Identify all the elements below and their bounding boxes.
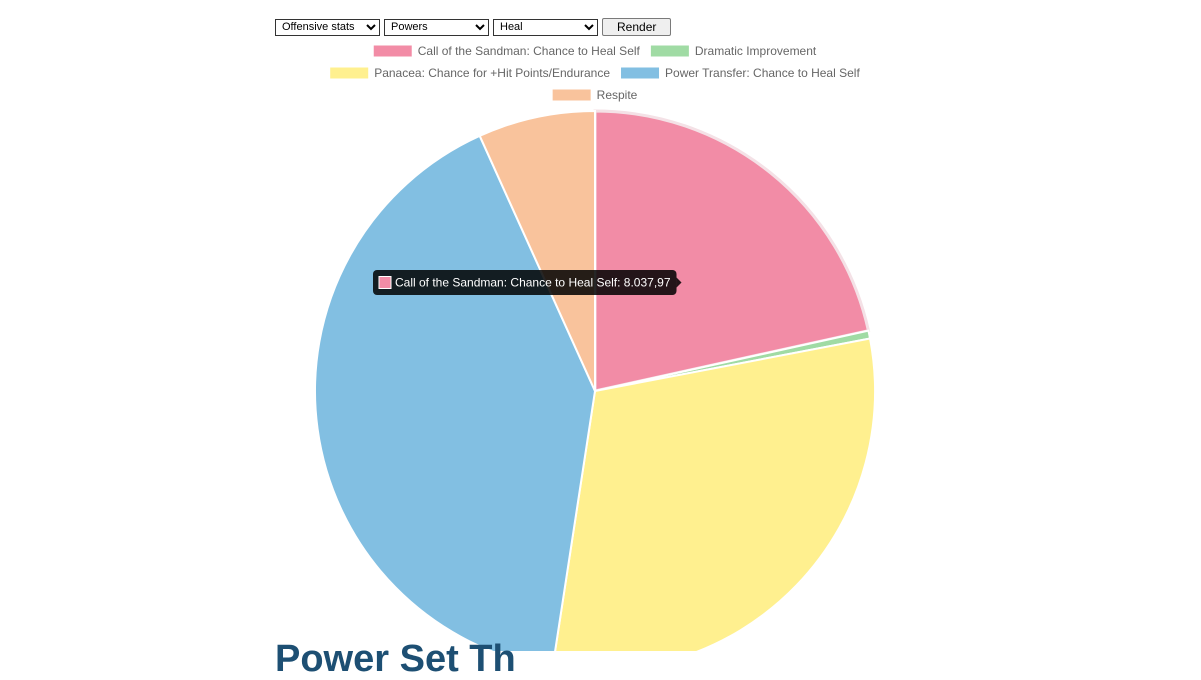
legend-item[interactable]: Panacea: Chance for +Hit Points/Enduranc… <box>330 66 610 80</box>
pie-slice[interactable] <box>314 134 597 651</box>
legend-label: Dramatic Improvement <box>695 44 817 58</box>
chart-tooltip: Call of the Sandman: Chance to Heal Self… <box>373 270 682 295</box>
tooltip-box <box>373 270 677 295</box>
legend-swatch <box>373 45 412 57</box>
pie-slices <box>314 109 876 651</box>
pie-slice[interactable] <box>593 109 871 393</box>
legend-swatch <box>552 89 591 101</box>
pie-slice[interactable] <box>553 337 876 651</box>
legend-swatch <box>621 67 660 79</box>
render-button[interactable]: Render <box>602 18 672 36</box>
legend-label: Respite <box>597 88 638 102</box>
pie-chart: Call of the Sandman: Chance to Heal Self… <box>314 44 876 651</box>
chart-legend: Call of the Sandman: Chance to Heal Self… <box>330 44 860 102</box>
controls-bar: Offensive stats Powers Heal Render <box>275 18 672 36</box>
pie-slice[interactable] <box>478 109 596 392</box>
legend-label: Power Transfer: Chance to Heal Self <box>665 66 860 80</box>
stats-category-select[interactable]: Offensive stats <box>275 18 380 36</box>
tooltip-swatch <box>378 276 392 289</box>
legend-label: Panacea: Chance for +Hit Points/Enduranc… <box>374 66 610 80</box>
legend-item[interactable]: Dramatic Improvement <box>650 44 817 58</box>
legend-item[interactable]: Respite <box>552 88 638 102</box>
group-select[interactable]: Powers <box>384 18 489 36</box>
legend-label: Call of the Sandman: Chance to Heal Self <box>418 44 641 58</box>
effect-type-select[interactable]: Heal <box>493 18 598 36</box>
tooltip-caret <box>676 277 682 288</box>
legend-swatch <box>330 67 369 79</box>
tooltip-label: Call of the Sandman: Chance to Heal Self… <box>395 276 671 290</box>
legend-item[interactable]: Power Transfer: Chance to Heal Self <box>621 66 860 80</box>
legend-item[interactable]: Call of the Sandman: Chance to Heal Self <box>373 44 641 58</box>
legend-swatch <box>650 45 689 57</box>
section-heading: Power Set Th <box>275 638 516 680</box>
